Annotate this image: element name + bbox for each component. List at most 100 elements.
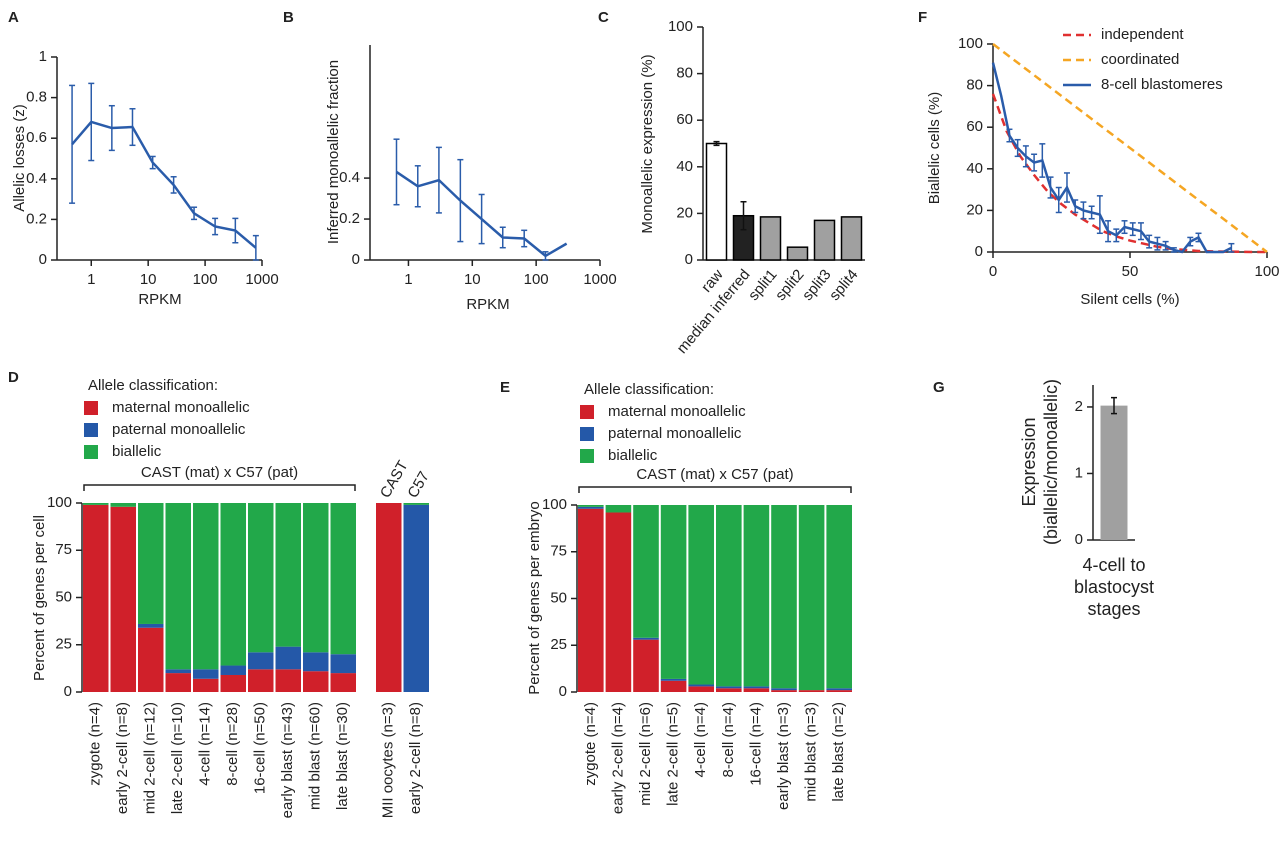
bar-segment — [798, 690, 825, 692]
y-axis-label: Inferred monoallelic fraction — [325, 60, 342, 244]
bar-segment — [660, 680, 687, 692]
x-tick-label: 100 — [524, 271, 549, 288]
y-axis-label: Biallelic cells (%) — [926, 92, 943, 205]
panel-label: F — [918, 9, 927, 26]
y-tick-label: 40 — [676, 158, 693, 175]
line — [991, 62, 1232, 254]
x-tick-label: 10 — [140, 271, 157, 288]
y-tick-label: 0.2 — [339, 210, 360, 227]
x-tick-label: 10 — [464, 271, 481, 288]
bar-segment — [771, 688, 797, 691]
legend-label: 8-cell blastomeres — [1101, 76, 1223, 93]
bracket — [83, 484, 356, 491]
legend-label: biallelic — [112, 443, 162, 460]
y-axis-label: Allelic losses (z) — [11, 104, 28, 212]
y-tick-label: 40 — [966, 160, 983, 177]
y-tick-label: 100 — [958, 35, 983, 52]
y-axis-label: Monoallelic expression (%) — [639, 54, 656, 233]
bar-segment — [688, 686, 714, 692]
bar-segment — [660, 505, 687, 679]
legend-label: paternal monoallelic — [608, 425, 742, 442]
x-tick-label: mid 2-cell (n=6) — [637, 702, 654, 806]
line — [395, 170, 568, 258]
y-tick-label: 50 — [55, 588, 72, 605]
x-tick-label: 8-cell (n=28) — [224, 702, 241, 786]
legend-swatch — [580, 405, 594, 419]
bar-segment — [771, 505, 797, 689]
x-tick-label: zygote (n=4) — [582, 702, 599, 786]
y-tick-label: 0 — [1075, 531, 1083, 548]
panel-label: D — [8, 369, 19, 386]
x-axis-label: Silent cells (%) — [1080, 291, 1179, 308]
legend-label: maternal monoallelic — [112, 399, 250, 416]
legend-swatch — [580, 427, 594, 441]
bar-segment — [220, 503, 246, 666]
bar-segment — [376, 503, 402, 692]
x-tick-label: zygote (n=4) — [87, 702, 104, 786]
y-tick-label: 75 — [550, 543, 567, 560]
y-tick-label: 0 — [685, 251, 693, 268]
bar-segment — [771, 690, 797, 692]
x-tick-label: 16-cell (n=50) — [252, 702, 269, 794]
legend-swatch — [84, 401, 98, 415]
bar-segment — [605, 505, 632, 513]
y-tick-label: 0.4 — [26, 170, 47, 187]
y-tick-label: 0.4 — [339, 169, 360, 186]
x-tick-label: mid blast (n=60) — [307, 702, 324, 810]
bar-segment — [220, 674, 246, 692]
y-tick-label: 20 — [676, 204, 693, 221]
bar-segment — [275, 669, 301, 692]
x-tick-label: 4-cell (n=14) — [197, 702, 214, 786]
bar-segment — [165, 673, 191, 692]
x-tick-label: early 2-cell (n=8) — [114, 702, 131, 814]
bar-segment — [303, 671, 329, 692]
bar-segment — [220, 665, 246, 675]
x-tick-label: late blast (n=2) — [830, 702, 847, 802]
bar-segment — [578, 505, 604, 507]
bar-segment — [330, 673, 356, 692]
bar-segment — [743, 505, 770, 687]
y-tick-label: 1 — [39, 48, 47, 65]
bar-segment — [248, 669, 274, 692]
y-tick-label: 100 — [542, 496, 567, 513]
bar-segment — [605, 512, 632, 692]
legend-label: coordinated — [1101, 51, 1179, 68]
legend-label: biallelic — [608, 447, 658, 464]
y-tick-label: 0.2 — [26, 210, 47, 227]
legend-label: independent — [1101, 26, 1184, 43]
bar-segment — [826, 688, 852, 691]
x-tick-label: 16-cell (n=4) — [747, 702, 764, 786]
bar-segment — [193, 678, 219, 692]
column-label: C57 — [404, 469, 432, 501]
bar-segment — [165, 669, 191, 674]
bar-segment — [688, 505, 714, 685]
x-tick-label: early 2-cell (n=4) — [609, 702, 626, 814]
bracket-label: CAST (mat) x C57 (pat) — [636, 466, 793, 483]
panel-label: B — [283, 9, 294, 26]
y-tick-label: 0 — [39, 251, 47, 268]
bar-segment — [633, 505, 659, 638]
x-tick-label: 4-cell (n=4) — [692, 702, 709, 777]
y-axis-label: Expression (biallelic/monoallelic) — [1019, 378, 1061, 546]
x-tick-label: early 2-cell (n=8) — [407, 702, 424, 814]
bar-segment — [248, 503, 274, 653]
x-tick-label: mid 2-cell (n=12) — [142, 702, 159, 814]
x-tick-label: split4 — [826, 266, 862, 304]
bar-segment — [330, 654, 356, 674]
y-tick-label: 0 — [975, 243, 983, 260]
bar-segment — [138, 503, 164, 624]
panel-label: G — [933, 379, 945, 396]
x-tick-label: MII oocytes (n=3) — [380, 702, 397, 818]
y-tick-label: 2 — [1075, 398, 1083, 415]
y-tick-label: 20 — [966, 201, 983, 218]
x-tick-label: 1000 — [583, 271, 616, 288]
x-tick-label: late 2-cell (n=10) — [169, 702, 186, 814]
x-tick-label: 8-cell (n=4) — [720, 702, 737, 777]
bar — [813, 219, 836, 261]
bar — [759, 216, 782, 261]
bar-segment — [688, 684, 714, 687]
bar-segment — [578, 506, 604, 509]
line — [992, 43, 1268, 253]
line — [71, 120, 257, 249]
